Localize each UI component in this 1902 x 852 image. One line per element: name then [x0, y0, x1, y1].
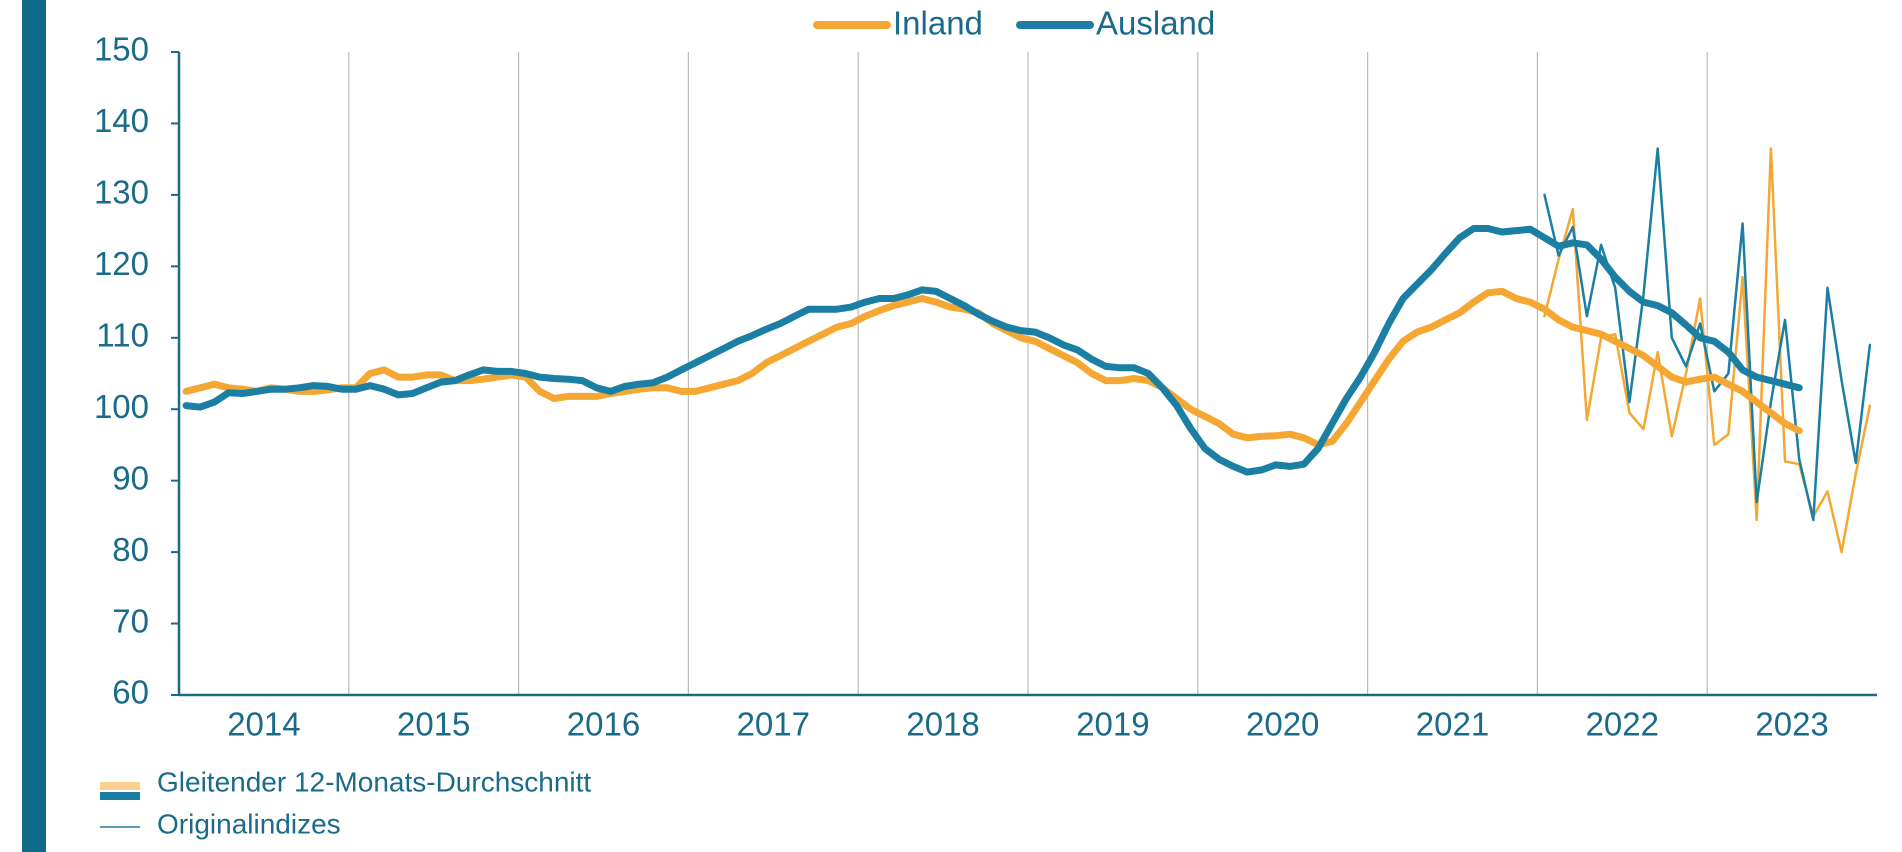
legend-label: Ausland: [1096, 5, 1215, 42]
y-tick-label: 80: [112, 531, 149, 568]
original-line: [1543, 147, 1872, 554]
x-tick-label: 2021: [1416, 706, 1489, 743]
average-line: [182, 225, 1803, 476]
x-tick-label: 2020: [1246, 706, 1319, 743]
x-tick-label: 2023: [1755, 706, 1828, 743]
y-tick-label: 100: [94, 388, 149, 425]
legend-swatch: [100, 792, 140, 800]
x-tick-label: 2017: [737, 706, 810, 743]
legend-swatch: [100, 782, 140, 790]
y-tick-label: 150: [94, 31, 149, 68]
legend-label: Gleitender 12-Monats-Durchschnitt: [157, 766, 591, 797]
legend-label: Inland: [893, 5, 983, 42]
y-tick-label: 120: [94, 245, 149, 282]
y-tick-label: 70: [112, 602, 149, 639]
y-tick-label: 130: [94, 174, 149, 211]
side-bar: [22, 0, 46, 852]
y-tick-label: 110: [96, 316, 149, 353]
y-tick-label: 140: [94, 102, 149, 139]
x-tick-label: 2014: [227, 706, 300, 743]
average-line: [182, 287, 1803, 449]
y-tick-label: 60: [112, 674, 149, 711]
x-tick-label: 2022: [1586, 706, 1659, 743]
x-tick-label: 2019: [1076, 706, 1149, 743]
x-tick-label: 2015: [397, 706, 470, 743]
legend-label: Originalindizes: [157, 808, 341, 839]
x-tick-label: 2016: [567, 706, 640, 743]
x-tick-label: 2018: [906, 706, 979, 743]
y-tick-label: 90: [112, 459, 149, 496]
